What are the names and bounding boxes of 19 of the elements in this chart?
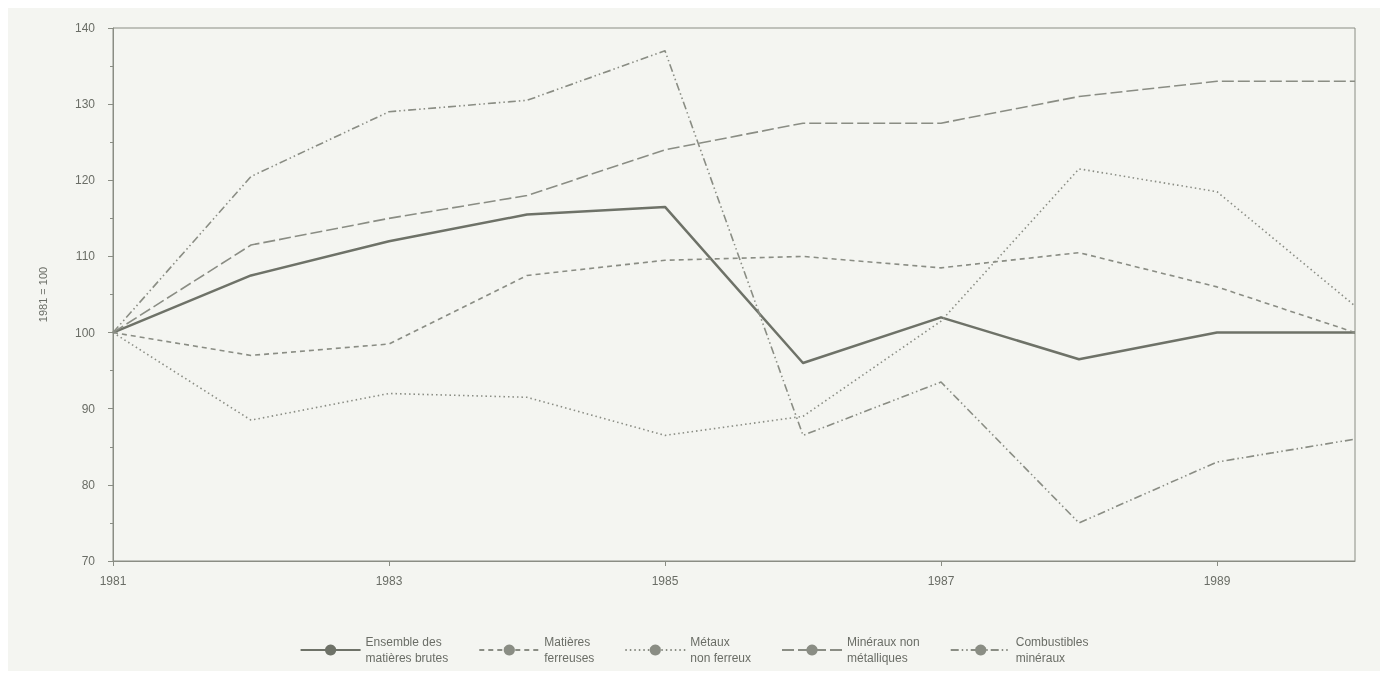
x-tick-label: 1981	[99, 574, 127, 588]
y-tick-label: 100	[74, 325, 96, 340]
x-tick-label: 1987	[927, 574, 955, 588]
legend-label: Matières ferreuses	[544, 635, 595, 665]
y-tick-label: 90	[81, 401, 96, 416]
y-tick-label: 140	[74, 21, 96, 35]
x-tick-label: 1983	[375, 574, 403, 588]
y-tick-label: 130	[74, 97, 96, 112]
y-tick-label: 120	[74, 173, 96, 188]
y-axis-title: 1981 = 100	[36, 266, 49, 323]
y-tick-label: 110	[75, 249, 96, 264]
x-tick-label: 1985	[651, 574, 679, 588]
legend-label: Ensemble des matières brutes	[365, 635, 449, 665]
y-tick-label: 70	[81, 554, 96, 568]
y-tick-label: 80	[81, 477, 96, 492]
legend-label: Combustibles minéraux	[1015, 635, 1089, 665]
x-tick-label: 1989	[1203, 574, 1231, 588]
legend-label: Minéraux non métalliques	[847, 635, 920, 665]
legend-label: Métaux non ferreux	[690, 635, 752, 665]
